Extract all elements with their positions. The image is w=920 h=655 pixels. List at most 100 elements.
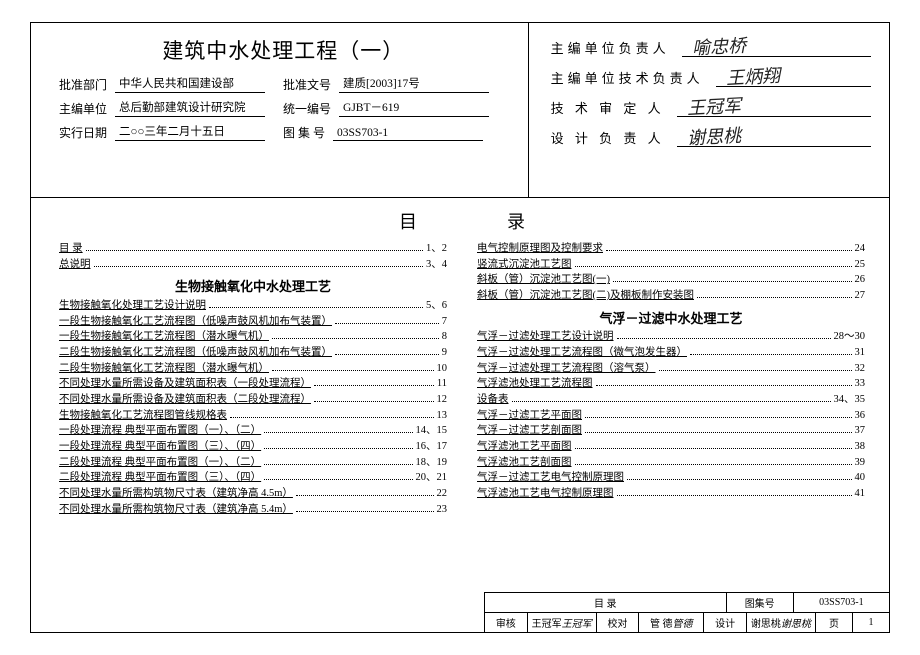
- toc-page: 18、19: [416, 456, 448, 470]
- signature-row: 主编单位负责人喻忠桥: [551, 37, 871, 57]
- toc-dots: [209, 307, 423, 308]
- toc-text: 不同处理水量所需设备及建筑面积表（一段处理流程）: [59, 377, 311, 391]
- toc-dots: [606, 250, 852, 251]
- toc-page: 33: [855, 377, 866, 391]
- toc-text: 一段处理流程 典型平面布置图（一）、（二）: [59, 424, 261, 438]
- toc-dots: [585, 417, 852, 418]
- header-signatures: 主编单位负责人喻忠桥主编单位技术负责人王炳翔技 术 审 定 人王冠军设 计 负 …: [529, 23, 889, 197]
- toc-dots: [617, 338, 831, 339]
- toc-text: 二段处理流程 典型平面布置图（一）、（二）: [59, 456, 261, 470]
- toc-page: 39: [855, 456, 866, 470]
- meta-value: GJBT－619: [339, 99, 489, 117]
- toc-item: 气浮－过滤处理工艺流程图（微气泡发生器）31: [477, 346, 865, 360]
- toc-dots: [296, 495, 434, 496]
- toc-page: 13: [437, 409, 448, 423]
- toc-page: 28～30: [834, 330, 866, 344]
- toc-item: 生物接触氧化处理工艺设计说明5、6: [59, 299, 447, 313]
- toc-text: 设备表: [477, 393, 509, 407]
- toc-page: 26: [855, 273, 866, 287]
- footer-row1: 目 录 图集号 03SS703-1: [485, 593, 889, 613]
- toc-item: 气浮滤池工艺剖面图 39: [477, 456, 865, 470]
- toc-page: 25: [855, 258, 866, 272]
- toc-dots: [596, 385, 852, 386]
- signature-line: 王冠军: [677, 97, 871, 117]
- toc-dots: [659, 370, 852, 371]
- toc-text: 气浮－过滤处理工艺流程图（微气泡发生器）: [477, 346, 687, 360]
- toc-text: 斜板（管）沉淀池工艺图(二)及棚板制作安装图: [477, 289, 694, 303]
- toc-page: 8: [442, 330, 447, 344]
- footer-title: 目 录: [485, 593, 727, 612]
- toc-page: 41: [855, 487, 866, 501]
- toc-item: 斜板（管）沉淀池工艺图(二)及棚板制作安装图27: [477, 289, 865, 303]
- toc-text: 一段生物接触氧化工艺流程图（潜水曝气机）: [59, 330, 269, 344]
- toc-dots: [690, 354, 852, 355]
- toc-text: 气浮滤池工艺剖面图: [477, 456, 572, 470]
- toc-page: 37: [855, 424, 866, 438]
- toc-item: 气浮滤池工艺平面图38: [477, 440, 865, 454]
- toc-text: 气浮－过滤工艺电气控制原理图: [477, 471, 624, 485]
- toc-item: 气浮－过滤工艺剖面图37: [477, 424, 865, 438]
- footer-cell-value: 管 德 管德: [639, 613, 704, 632]
- footer-cell-label: 设计: [704, 613, 747, 632]
- toc-dots: [512, 401, 831, 402]
- toc-item: 气浮－过滤工艺电气控制原理图 40: [477, 471, 865, 485]
- toc-dots: [627, 479, 852, 480]
- toc-text: 二段处理流程 典型平面布置图（三）、（四）: [59, 471, 261, 485]
- footer-cell-value: 1: [853, 613, 889, 632]
- toc-dots: [94, 266, 424, 267]
- toc-text: 电气控制原理图及控制要求: [477, 242, 603, 256]
- toc-item: 二段处理流程 典型平面布置图（一）、（二） 18、19: [59, 456, 447, 470]
- toc-page: 34、35: [834, 393, 866, 407]
- toc-item: 一段处理流程 典型平面布置图（一）、（二）14、15: [59, 424, 447, 438]
- toc-item: 总说明3、4: [59, 258, 447, 272]
- meta-label: 主编单位: [59, 100, 107, 117]
- toc-page: 40: [855, 471, 866, 485]
- toc-page: 11: [437, 377, 447, 391]
- toc-right-col: 电气控制原理图及控制要求24竖流式沉淀池工艺图25斜板（管）沉淀池工艺图(一)2…: [477, 242, 865, 517]
- toc-dots: [264, 464, 412, 465]
- toc-item: 电气控制原理图及控制要求24: [477, 242, 865, 256]
- toc-text: 二段生物接触氧化工艺流程图（低噪声鼓风机加布气装置）: [59, 346, 332, 360]
- meta-value: 03SS703-1: [333, 127, 483, 141]
- toc-text: 斜板（管）沉淀池工艺图(一): [477, 273, 610, 287]
- toc-item: 斜板（管）沉淀池工艺图(一) 26: [477, 273, 865, 287]
- toc-dots: [335, 354, 439, 355]
- toc-page: 20、21: [416, 471, 448, 485]
- toc-item: 不同处理水量所需构筑物尺寸表（建筑净高 5.4m） 23: [59, 503, 447, 517]
- toc-item: 生物接触氧化工艺流程图管线规格表 13: [59, 409, 447, 423]
- footer-set-label: 图集号: [727, 593, 794, 612]
- toc-dots: [264, 432, 412, 433]
- toc-section-heading: 生物接触氧化中水处理工艺: [59, 276, 447, 295]
- toc-text: 生物接触氧化工艺流程图管线规格表: [59, 409, 227, 423]
- toc-text: 气浮－过滤工艺平面图: [477, 409, 582, 423]
- toc-text: 不同处理水量所需设备及建筑面积表（二段处理流程）: [59, 393, 311, 407]
- toc-text: 一段生物接触氧化工艺流程图（低噪声鼓风机加布气装置）: [59, 315, 332, 329]
- page-border: 建筑中水处理工程（一） 批准部门中华人民共和国建设部批准文号建质[2003]17…: [30, 22, 890, 633]
- toc-item: 不同处理水量所需构筑物尺寸表（建筑净高 4.5m）22: [59, 487, 447, 501]
- toc-item: 气浮滤池处理工艺流程图33: [477, 377, 865, 391]
- meta-label: 批准部门: [59, 76, 107, 93]
- toc-page: 1、2: [426, 242, 447, 256]
- toc-dots: [272, 338, 439, 339]
- toc-text: 不同处理水量所需构筑物尺寸表（建筑净高 5.4m）: [59, 503, 293, 517]
- toc-dots: [272, 370, 434, 371]
- toc-item: 二段处理流程 典型平面布置图（三）、（四） 20、21: [59, 471, 447, 485]
- footer-cell-value: 谢思桃 谢思桃: [747, 613, 816, 632]
- toc-page: 9: [442, 346, 447, 360]
- toc-page: 7: [442, 315, 447, 329]
- signature: 王冠军: [686, 92, 741, 121]
- meta-label: 图 集 号: [283, 124, 325, 141]
- toc-item: 一段生物接触氧化工艺流程图（低噪声鼓风机加布气装置） 7: [59, 315, 447, 329]
- toc-text: 生物接触氧化处理工艺设计说明: [59, 299, 206, 313]
- toc-text: 气浮－过滤处理工艺设计说明: [477, 330, 614, 344]
- meta-label: 批准文号: [283, 76, 331, 93]
- footer-cell-label: 审核: [485, 613, 528, 632]
- header-left: 建筑中水处理工程（一） 批准部门中华人民共和国建设部批准文号建质[2003]17…: [31, 23, 529, 197]
- signature-label: 技 术 审 定 人: [551, 98, 665, 117]
- toc-page: 16、17: [416, 440, 448, 454]
- signature: 喻忠桥: [691, 32, 746, 61]
- meta-row: 主编单位总后勤部建筑设计研究院统一编号GJBT－619: [59, 99, 508, 117]
- signature-label: 主编单位负责人: [551, 38, 670, 57]
- toc-page: 23: [437, 503, 448, 517]
- toc-item: 气浮－过滤处理工艺流程图（溶气泵）32: [477, 362, 865, 376]
